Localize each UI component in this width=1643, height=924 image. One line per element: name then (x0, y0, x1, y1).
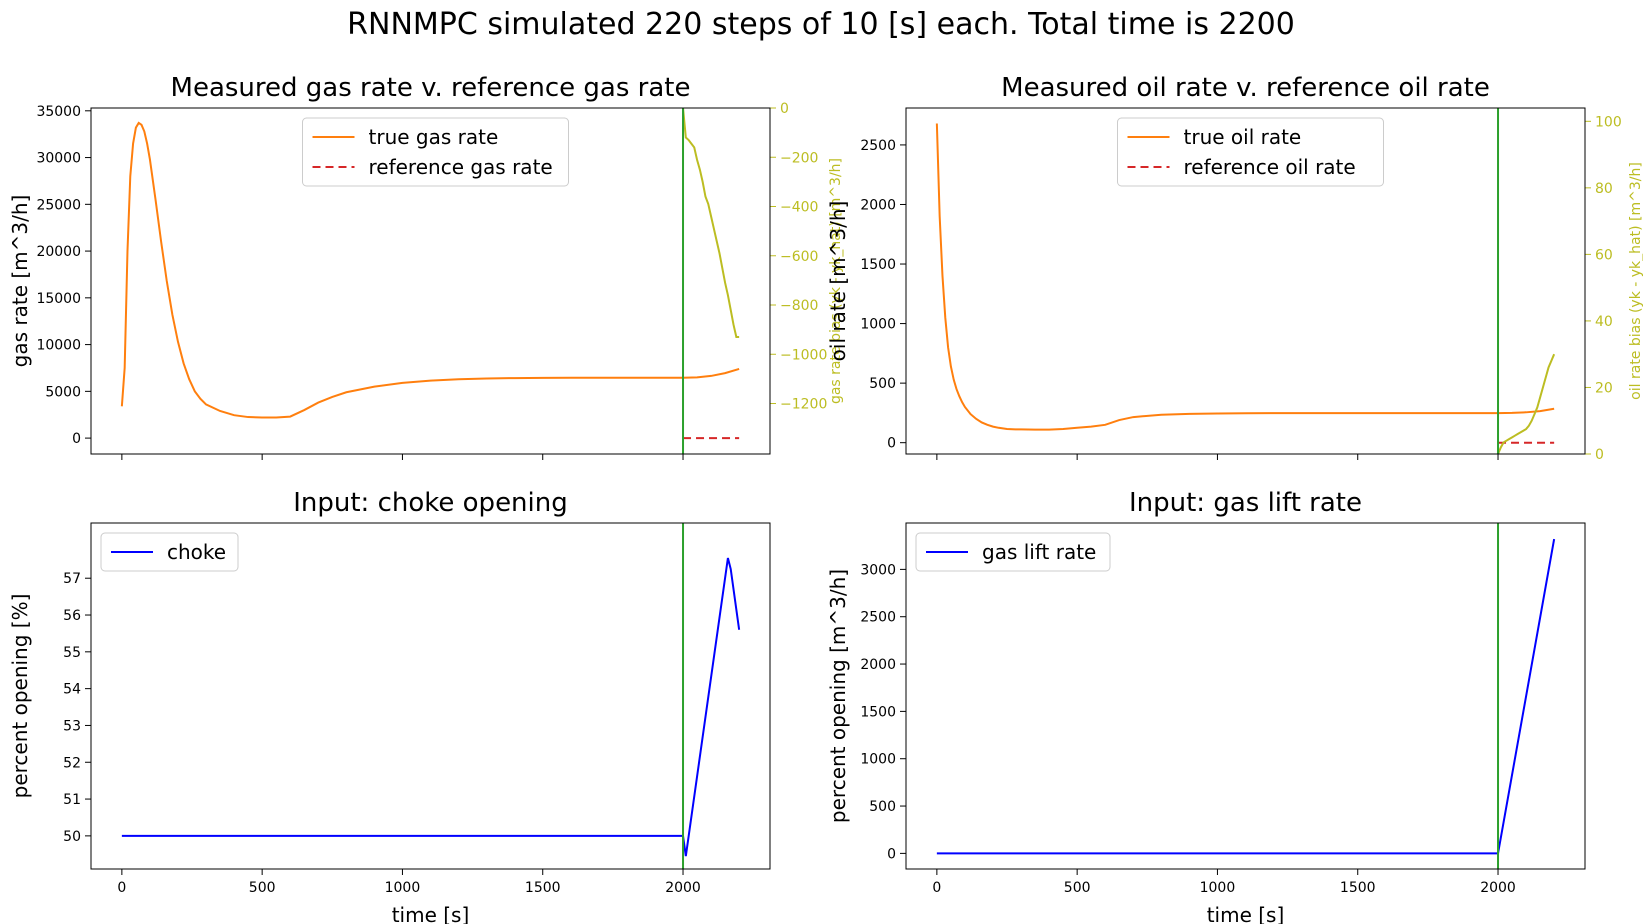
y-tick-label: 1000 (860, 317, 896, 333)
subplot-title: Input: choke opening (293, 488, 568, 518)
y-tick-label: 51 (63, 792, 81, 808)
y-tick-label: 53 (63, 718, 81, 734)
y-tick-label: 5000 (45, 384, 81, 400)
axes-frame (90, 522, 771, 870)
legend-label: reference gas rate (369, 155, 553, 179)
y-tick-label: 35000 (36, 104, 81, 120)
y2-tick-label: −400 (780, 200, 818, 216)
legend-label: choke (167, 540, 226, 564)
series-line (121, 557, 741, 857)
y-tick-label: 52 (63, 755, 81, 771)
legend-box (915, 532, 1111, 572)
subplot-title: Measured gas rate v. reference gas rate (171, 73, 691, 103)
chart-oil-rate: Measured oil rate v. reference oil rate 0… (826, 73, 1643, 463)
x-tick-label: 500 (1064, 880, 1091, 896)
y-tick-label: 57 (63, 571, 81, 587)
axes-frame (90, 107, 771, 455)
y-tick-label: 1500 (860, 257, 896, 273)
y2-tick-label: −200 (780, 150, 818, 166)
y-axis-label: percent opening [%] (8, 594, 32, 799)
legend-box (100, 532, 239, 572)
axes-frame (905, 107, 1586, 455)
legend-label: true gas rate (369, 125, 499, 149)
y-tick-label: 500 (869, 799, 896, 815)
x-tick-label: 500 (249, 880, 276, 896)
y-tick-label: 0 (887, 436, 896, 452)
y2-axis-label: gas rate bias (yk - yk_hat) [m^3/h] (828, 158, 844, 404)
legend-label: reference oil rate (1184, 155, 1356, 179)
y-axis-label: oil rate [m^3/h] (826, 201, 850, 362)
y-tick-label: 15000 (36, 291, 81, 307)
subplot-title: Input: gas lift rate (1129, 488, 1362, 518)
x-tick-label: 1000 (385, 880, 421, 896)
y2-tick-label: 20 (1595, 380, 1613, 396)
y-tick-label: 30000 (36, 151, 81, 167)
legend-box (302, 117, 569, 187)
x-tick-label: 0 (117, 880, 126, 896)
chart-gas-lift-rate: Input: gas lift rate 0 500 1000 1500 2000 0 500… (826, 488, 1586, 924)
figure-title: RNNMPC simulated 220 steps of 10 [s] eac… (347, 7, 1295, 42)
axes-frame (905, 522, 1586, 870)
y-tick-label: 25000 (36, 197, 81, 213)
x-tick-label: 2000 (665, 880, 701, 896)
y-tick-label: 3000 (860, 562, 896, 578)
chart-gas-rate: Measured gas rate v. reference gas rate 0… (8, 73, 844, 460)
y-tick-label: 1500 (860, 704, 896, 720)
y-tick-label: 2500 (860, 610, 896, 626)
y-tick-label: 2000 (860, 197, 896, 213)
y2-tick-label: −1200 (780, 397, 827, 413)
x-tick-label: 1500 (525, 880, 561, 896)
y-tick-label: 55 (63, 645, 81, 661)
x-tick-label: 2000 (1480, 880, 1516, 896)
y-tick-label: 2000 (860, 657, 896, 673)
y-tick-label: 20000 (36, 244, 81, 260)
y-axis-label: gas rate [m^3/h] (8, 195, 32, 368)
y2-tick-label: −800 (780, 298, 818, 314)
y-tick-label: 54 (63, 682, 81, 698)
y-tick-label: 0 (72, 431, 81, 447)
y-tick-label: 500 (869, 376, 896, 392)
y2-tick-label: 0 (1595, 447, 1604, 463)
x-axis-label: time [s] (392, 903, 470, 924)
y2-tick-label: −600 (780, 249, 818, 265)
chart-choke-opening: Input: choke opening 0 500 1000 1500 2000 50 51… (8, 488, 771, 924)
legend-label: true oil rate (1184, 125, 1302, 149)
y-tick-label: 2500 (860, 138, 896, 154)
bias-series-line (1497, 353, 1556, 454)
y-tick-label: 0 (887, 846, 896, 862)
y-tick-label: 56 (63, 608, 81, 624)
bias-series-line (682, 108, 740, 339)
y2-tick-label: 60 (1595, 247, 1613, 263)
y-axis-label: percent opening [m^3/h] (826, 569, 850, 823)
legend-box (1117, 117, 1384, 187)
y2-tick-label: 40 (1595, 314, 1613, 330)
x-tick-label: 1000 (1200, 880, 1236, 896)
y2-tick-label: 100 (1595, 114, 1622, 130)
y2-tick-label: −1000 (780, 347, 827, 363)
x-tick-label: 0 (932, 880, 941, 896)
series-line (935, 123, 1555, 431)
x-axis-label: time [s] (1207, 903, 1285, 924)
subplot-title: Measured oil rate v. reference oil rate (1001, 73, 1490, 103)
y2-axis-label: oil rate bias (yk - yk_hat) [m^3/h] (1628, 162, 1643, 400)
y-tick-label: 10000 (36, 338, 81, 354)
x-tick-label: 1500 (1340, 880, 1376, 896)
y2-tick-label: 80 (1595, 181, 1613, 197)
y-tick-label: 50 (63, 829, 81, 845)
y2-tick-label: 0 (780, 101, 789, 117)
series-line (120, 121, 740, 419)
legend-label: gas lift rate (982, 540, 1096, 564)
y-tick-label: 1000 (860, 752, 896, 768)
series-line (936, 538, 1556, 855)
